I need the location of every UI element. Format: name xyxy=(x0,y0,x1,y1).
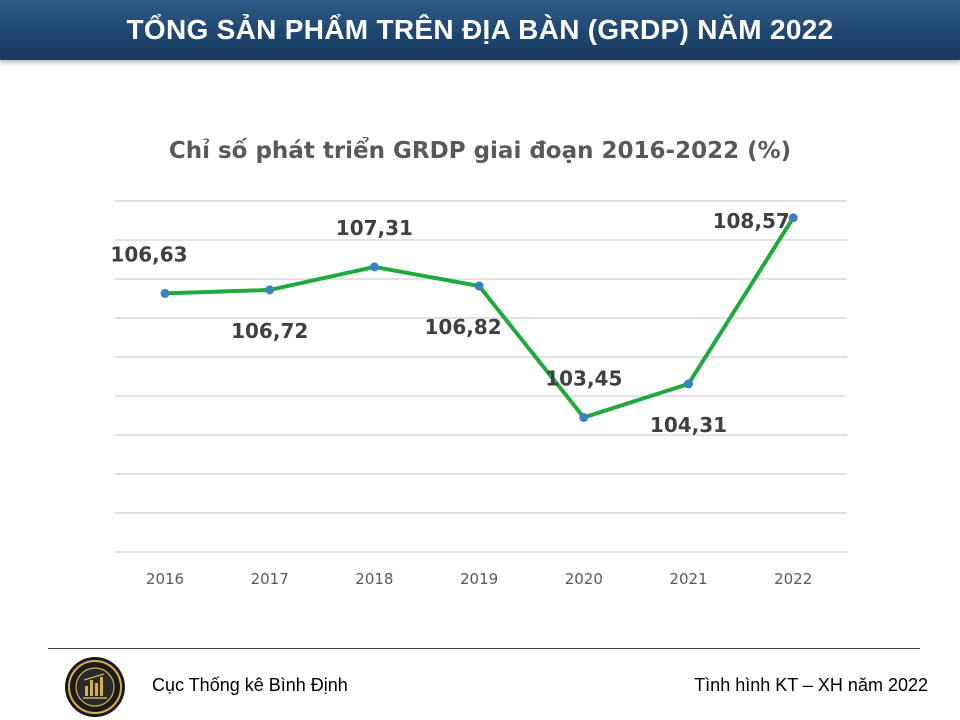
data-point xyxy=(160,288,170,298)
x-tick-label: 2020 xyxy=(565,570,603,588)
data-point xyxy=(265,285,275,295)
x-tick-label: 2017 xyxy=(251,570,289,588)
x-tick-label: 2016 xyxy=(146,570,184,588)
data-label: 106,82 xyxy=(425,315,502,339)
data-label: 106,72 xyxy=(231,319,308,343)
data-point xyxy=(369,262,379,272)
chart-title: Chỉ số phát triển GRDP giai đoạn 2016-20… xyxy=(168,138,792,164)
data-label: 103,45 xyxy=(545,366,622,390)
x-tick-label: 2021 xyxy=(669,570,707,588)
x-tick-label: 2018 xyxy=(355,570,393,588)
footer-organization: Cục Thống kê Bình Định xyxy=(152,675,348,695)
footer-divider xyxy=(48,648,920,649)
data-point xyxy=(788,213,798,223)
data-label: 106,63 xyxy=(110,242,187,266)
page-title: TỔNG SẢN PHẨM TRÊN ĐỊA BÀN (GRDP) NĂM 20… xyxy=(126,14,834,45)
statistics-office-logo xyxy=(65,657,125,717)
data-label: 104,31 xyxy=(650,413,727,437)
data-point xyxy=(684,379,693,389)
x-tick-label: 2022 xyxy=(774,570,812,588)
data-label: 108,57 xyxy=(713,209,790,233)
data-label: 107,31 xyxy=(336,216,413,240)
title-bar: TỔNG SẢN PHẨM TRÊN ĐỊA BÀN (GRDP) NĂM 20… xyxy=(0,0,960,60)
footer-report-title: Tình hình KT – XH năm 2022 xyxy=(694,675,928,695)
x-tick-label: 2019 xyxy=(460,570,498,588)
data-point xyxy=(579,412,589,422)
data-point xyxy=(474,281,484,291)
